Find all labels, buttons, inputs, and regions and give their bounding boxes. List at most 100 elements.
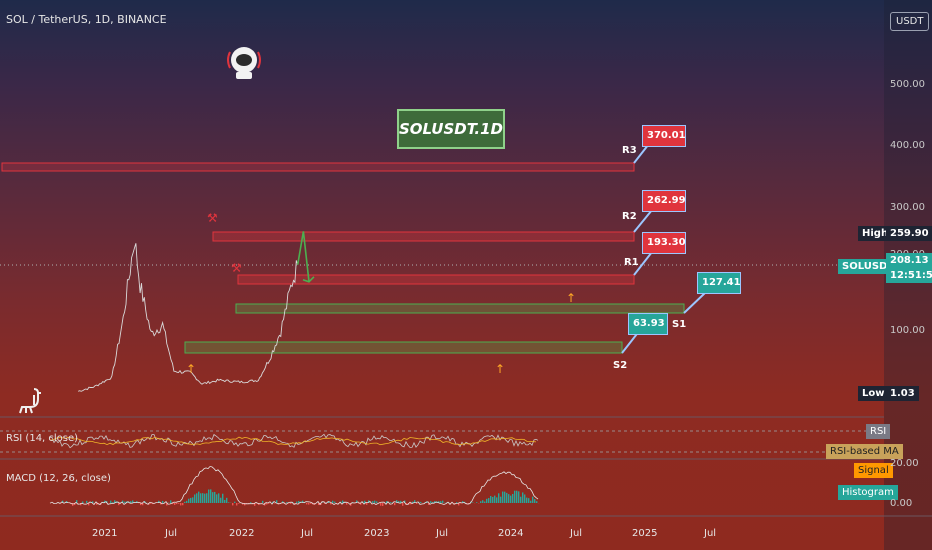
macd-bar — [276, 500, 278, 503]
macd-bar — [88, 503, 90, 506]
macd-bar — [198, 491, 200, 503]
macd-bar — [234, 501, 236, 503]
macd-bar — [202, 493, 204, 503]
macd-bar — [224, 499, 226, 503]
macd-bar — [340, 501, 342, 503]
macd-bar — [266, 503, 268, 505]
macd-bar — [282, 501, 284, 503]
astronaut-logo-icon — [224, 42, 264, 82]
macd-bar — [180, 503, 182, 506]
macd-bar — [208, 489, 210, 503]
macd-bar — [372, 501, 374, 503]
zone-r2 — [212, 231, 635, 242]
macd-bar — [288, 503, 290, 504]
macd-bar — [262, 500, 264, 503]
macd-bar — [258, 503, 260, 506]
macd-bar — [350, 503, 352, 506]
macd-bar — [432, 501, 434, 503]
macd-bar — [170, 500, 172, 503]
macd-bar — [528, 498, 530, 503]
time-tick: Jul — [570, 528, 583, 539]
rsi-ma-tag: RSI-based MA — [826, 444, 903, 459]
macd-bar — [510, 495, 512, 503]
macd-bar — [110, 500, 112, 503]
macd-bar — [226, 497, 228, 503]
macd-bar — [218, 493, 220, 503]
macd-bar — [406, 503, 408, 505]
macd-bar — [254, 503, 256, 506]
macd-bar — [526, 497, 528, 503]
macd-bar — [358, 503, 360, 504]
macd-bar — [496, 497, 498, 503]
r1-label: R1 — [624, 257, 639, 268]
macd-bar — [242, 503, 244, 505]
time-tick: Jul — [436, 528, 449, 539]
rsi-line — [49, 433, 539, 449]
macd-bar — [310, 503, 312, 504]
macd-bar — [476, 502, 478, 503]
price-tick: 300.00 — [890, 202, 925, 213]
macd-bar — [214, 491, 216, 503]
zone-r1 — [237, 274, 635, 285]
low-label: Low — [862, 388, 885, 399]
price-tick: 400.00 — [890, 140, 925, 151]
macd-histogram-tag: Histogram — [838, 485, 898, 500]
macd-bar — [330, 503, 332, 505]
macd-bar — [514, 490, 516, 503]
watermark-text: SOLUSDT.1D — [399, 120, 503, 138]
projection-path — [296, 231, 315, 283]
macd-tick: 0.00 — [890, 498, 913, 509]
currency-button[interactable]: USDT — [890, 12, 930, 31]
high-badge: High — [858, 226, 893, 241]
zone-r3 — [1, 162, 635, 172]
macd-bar — [238, 503, 240, 504]
hammer-icon: ⚒ — [231, 261, 242, 275]
price-line — [78, 243, 299, 392]
macd-bar — [140, 503, 142, 506]
projection-arrowhead — [302, 276, 315, 283]
macd-signal-tag: Signal — [854, 463, 893, 478]
macd-bar — [152, 503, 154, 505]
astronaut-logo-icon — [227, 47, 261, 79]
macd-title[interactable]: MACD (12, 26, close) — [6, 473, 111, 484]
macd-bar — [428, 503, 430, 505]
macd-bar — [492, 496, 494, 503]
macd-bar — [176, 503, 178, 505]
s1-connector — [683, 291, 707, 314]
countdown-badge: 12:51:55 — [886, 268, 932, 283]
r2-label: R2 — [622, 211, 637, 222]
macd-bar — [174, 503, 176, 505]
up-arrow-icon: ↑ — [566, 291, 576, 305]
time-tick: 2021 — [92, 528, 118, 539]
macd-bar — [194, 494, 196, 503]
macd-bar — [236, 503, 238, 506]
rsi-line — [49, 433, 539, 449]
macd-bar — [182, 503, 184, 506]
macd-bar — [530, 500, 532, 503]
macd-bar — [456, 502, 458, 503]
r3-label: R3 — [622, 145, 637, 156]
macd-bar — [498, 493, 500, 503]
macd-bar — [166, 503, 168, 506]
rsi-title[interactable]: RSI (14, close) — [6, 433, 79, 444]
macd-bar — [534, 499, 536, 503]
macd-bar — [364, 500, 366, 503]
macd-bar — [334, 501, 336, 503]
macd-bar — [206, 493, 208, 503]
macd-bar — [150, 503, 152, 504]
price-tick: 100.00 — [890, 325, 925, 336]
s2-value-callout: 63.93 — [628, 313, 668, 335]
price-series — [78, 243, 299, 392]
macd-bar — [398, 501, 400, 503]
symbol-title: SOL / TetherUS, 1D, BINANCE — [6, 13, 167, 26]
macd-bar — [462, 501, 464, 503]
macd-bar — [390, 502, 392, 503]
macd-bar — [360, 503, 362, 505]
macd-bar — [114, 500, 116, 503]
macd-bar — [366, 503, 368, 505]
macd-bar — [90, 502, 92, 503]
macd-bar — [404, 500, 406, 503]
macd-bar — [196, 493, 198, 503]
